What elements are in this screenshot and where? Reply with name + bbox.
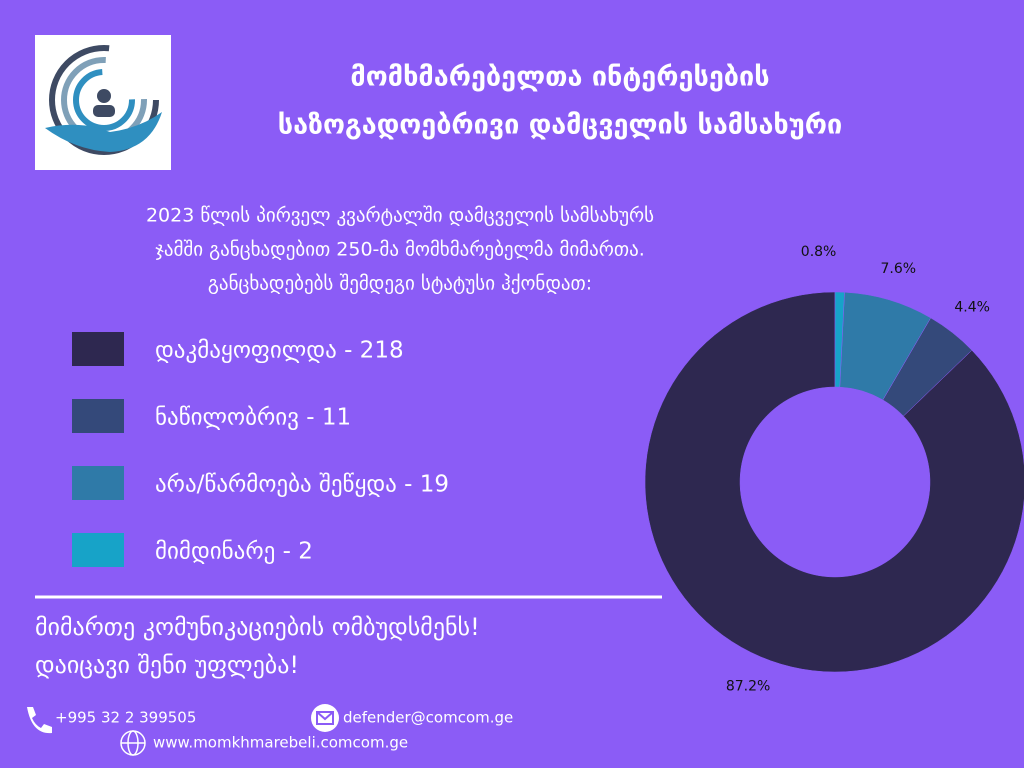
- value-label: 87.2%: [726, 678, 770, 694]
- email-icon: [311, 704, 339, 732]
- legend-swatch: [72, 399, 124, 433]
- legend-swatch: [72, 533, 124, 567]
- slogan-line: დაიცავი შენი უფლება!: [35, 651, 299, 679]
- title-line: საზოგადოებრივი დამცველის სამსახური: [278, 110, 842, 141]
- legend-label: ნაწილობრივ - 11: [155, 405, 351, 431]
- value-label: 7.6%: [880, 261, 916, 277]
- value-label: 4.4%: [954, 299, 990, 315]
- legend-swatch: [72, 466, 124, 500]
- slogan-line: მიმართე კომუნიკაციების ომბუდსმენს!: [35, 613, 480, 641]
- title-line: მომხმარებელთა ინტერესების: [350, 62, 769, 93]
- legend-label: მიმდინარე - 2: [155, 539, 313, 565]
- intro-line: განცხადებებს შემდეგი სტატუსი ჰქონდათ:: [208, 273, 592, 295]
- legend-swatch: [72, 332, 124, 366]
- value-label: 0.8%: [801, 244, 837, 260]
- donut-segment: [834, 291, 845, 388]
- email: defender@comcom.ge: [343, 709, 513, 727]
- globe-icon: [120, 730, 146, 756]
- phone: +995 32 2 399505: [55, 709, 196, 727]
- intro-line: 2023 წლის პირველ კვარტალში დამცველის სამ…: [146, 205, 654, 227]
- intro-line: ჯამში განცხადებით 250-მა მომხმარებელმა მ…: [155, 239, 645, 261]
- phone-icon: [27, 707, 52, 734]
- logo: [35, 35, 171, 170]
- website: www.momkhmarebeli.comcom.ge: [153, 734, 408, 752]
- legend-label: არა/წარმოება შეწყდა - 19: [155, 472, 449, 498]
- legend-label: დაკმაყოფილდა - 218: [155, 338, 404, 364]
